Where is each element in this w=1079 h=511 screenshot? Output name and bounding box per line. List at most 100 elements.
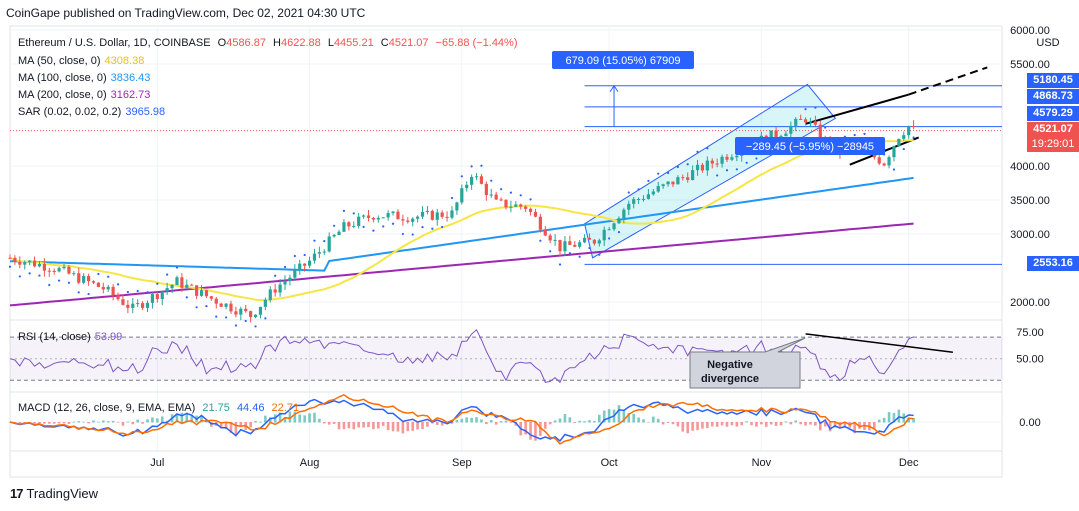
macd-hist-bar [347,422,351,429]
sar-label: SAR (0.02, 0.02, 0.2) [18,106,122,118]
sar-dot [735,168,738,171]
macd-hist-bar [602,410,606,423]
sar-dot [136,289,139,293]
candle-body [617,218,621,224]
macd-hist-bar [887,412,891,423]
candle-body [126,304,130,308]
ma200-label: MA (200, close, 0) [18,89,107,101]
candle-body [214,298,218,304]
macd-hist-bar [160,416,164,423]
sar-dot [892,168,896,171]
sar-dot [706,147,709,150]
candle-body [528,208,533,212]
ma50-legend: MA (50, close, 0) 4308.38 [18,55,148,67]
macd-hist-bar [652,416,655,423]
macd-hist-bar [622,410,626,423]
sar-dot [391,222,395,225]
macd-hist-bar [843,422,847,428]
sar-dot [274,274,277,277]
macd-hist-bar [647,422,650,423]
candle-body [401,219,405,221]
candle-body [8,257,12,259]
candle-body [396,211,400,220]
candle-body [42,263,46,271]
sar-dot [342,209,346,212]
macd-hist-bar [146,419,149,423]
macd-pane [8,393,915,445]
candle-body [769,130,773,144]
macd-hist-bar [735,422,739,427]
macd-hist-bar [435,422,439,425]
sar-dot [352,212,355,215]
candle-body [725,156,729,160]
candle-body [278,284,282,293]
price-tag-5180: 5180.45 [1027,73,1079,88]
candle-body [479,176,484,184]
ma100-label: MA (100, close, 0) [18,72,107,84]
macd-hist-bar [151,417,154,423]
macd-hist-bar [598,414,601,423]
candle-body [636,199,641,201]
candle-body [337,231,341,235]
sar-dot [362,225,365,229]
macd-hist-bar [185,412,189,423]
candle-body [494,194,498,200]
price-tick-label: 2000.00 [1010,297,1050,309]
sar-dot [323,239,326,243]
sar-dot [333,224,336,227]
macd-hist-bar [892,413,896,423]
sar-dot [421,226,424,229]
footer-brand[interactable]: 17 TradingView [10,486,98,501]
sar-dot [156,282,159,285]
macd-hist-bar [858,422,861,429]
macd-hist-bar [23,422,27,423]
candle-body [317,252,321,254]
macd-hist-bar [254,420,257,423]
macd-hist-bar [823,422,827,427]
candle-body [391,211,395,214]
sar-dot [460,175,463,178]
ma100-line [9,176,914,272]
candle-body [705,160,709,171]
low-value: 4455.21 [333,37,374,49]
candle-body [180,277,184,288]
macd-hist-bar [656,418,660,423]
macd-hist-bar [396,422,400,432]
macd-hist-bar [72,421,76,423]
candle-body [106,286,110,290]
measure-down-label-bg [735,137,885,155]
sar-dot [598,253,601,256]
macd-hist-bar [367,422,370,428]
sar-dot [97,272,100,276]
candle-body [897,138,901,147]
candle-body [607,229,611,231]
candle-body [77,273,81,283]
candle-body [587,237,592,240]
sar-dot [696,150,699,153]
candle-body [298,263,302,270]
sar-dot [234,324,238,327]
macd-hist-bar [706,422,709,428]
macd-hist-bar [912,417,915,423]
candle-body [666,181,670,185]
sar-dot [185,296,188,299]
ma50-line [9,138,914,302]
candle-body [789,125,793,134]
candle-body [602,229,606,241]
macd-hist-bar [642,419,645,423]
sar-dot [87,292,90,296]
candle-body [199,290,204,296]
macd-hist-bar [190,415,194,423]
candle-body [710,160,714,164]
sar-dot [205,305,208,308]
annotations: 679.09 (15.05%) 67909 −289.45 (−5.95%) −2… [552,51,885,389]
sar-dot [549,250,552,253]
sar-dot [195,306,198,309]
candle-body [82,276,86,283]
macd-hist-bar [362,422,365,428]
candle-body [818,124,822,139]
time-axis[interactable]: Jul Aug Sep Oct Nov Dec [150,457,919,469]
candle-body [735,155,739,158]
